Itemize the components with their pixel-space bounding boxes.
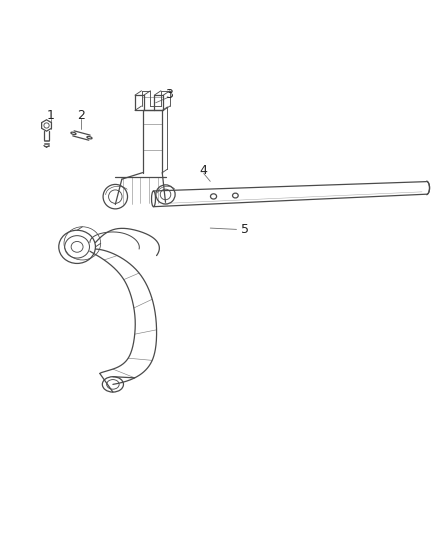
Text: 4: 4 [200, 164, 208, 177]
Text: 1: 1 [47, 109, 55, 123]
Text: 5: 5 [241, 223, 249, 236]
Text: 2: 2 [78, 109, 85, 123]
Text: 3: 3 [165, 87, 173, 101]
